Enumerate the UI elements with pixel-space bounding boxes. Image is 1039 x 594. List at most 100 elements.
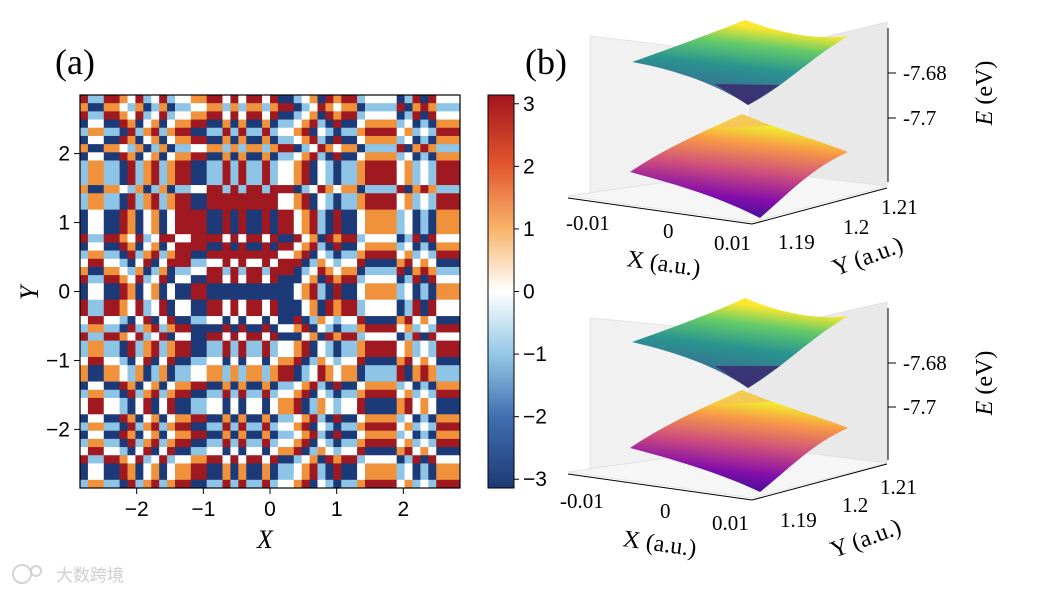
heatmap-cell <box>159 447 168 456</box>
heatmap-cell <box>412 185 421 194</box>
heatmap-cell <box>325 299 334 309</box>
heatmap-cell <box>111 430 120 440</box>
heatmap-cell <box>246 455 255 464</box>
heatmap-cell <box>198 135 208 145</box>
heatmap-cell <box>333 455 342 464</box>
heatmap-cell <box>151 266 160 276</box>
heatmap-cell <box>317 389 326 399</box>
heatmap-cell <box>159 422 168 432</box>
heatmap-cell <box>309 193 318 202</box>
heatmap-cell <box>254 291 263 301</box>
heatmap-cell <box>325 430 334 440</box>
y-tick-label: 1.2 <box>842 493 868 517</box>
heatmap-cell <box>111 193 120 202</box>
heatmap-cell <box>119 348 128 358</box>
heatmap-cell <box>254 168 263 178</box>
heatmap-cell <box>206 479 215 489</box>
heatmap-cell <box>175 397 184 407</box>
heatmap-cell <box>309 373 318 382</box>
heatmap-cell <box>349 144 358 153</box>
heatmap-cell <box>95 144 105 153</box>
heatmap-cell <box>357 291 366 301</box>
heatmap-cell <box>428 242 437 251</box>
heatmap-cell <box>444 217 453 227</box>
heatmap-cell <box>198 217 208 227</box>
heatmap-cell <box>254 95 263 104</box>
heatmap-cell <box>404 430 413 440</box>
heatmap-cell <box>111 95 120 104</box>
heatmap-cell <box>222 291 231 301</box>
heatmap-cell <box>111 422 120 432</box>
heatmap-cell <box>388 266 398 276</box>
heatmap-cell <box>238 250 247 260</box>
heatmap-cell <box>420 283 429 292</box>
heatmap-cell <box>372 266 382 276</box>
z-axis-label: E (eV) <box>972 351 998 417</box>
heatmap-cell <box>95 381 105 391</box>
x-tick-label: 0.01 <box>712 511 749 535</box>
heatmap-cell <box>301 119 310 129</box>
heatmap-cell <box>380 438 390 448</box>
heatmap-cell <box>111 438 120 448</box>
heatmap-cell <box>325 324 334 333</box>
heatmap-cell <box>309 479 318 489</box>
heatmap-cell <box>420 406 429 415</box>
heatmap-cell <box>206 168 215 178</box>
heatmap-cell <box>87 135 97 145</box>
heatmap-cell <box>396 381 405 391</box>
heatmap-cell <box>436 127 445 137</box>
heatmap-cell <box>135 479 144 489</box>
heatmap-cell <box>325 226 334 235</box>
heatmap-cell <box>198 119 208 129</box>
heatmap-cell <box>333 316 342 325</box>
heatmap-cell <box>175 185 184 194</box>
heatmap-cell <box>380 258 390 268</box>
heatmap-cell <box>317 463 326 473</box>
heatmap-cell <box>285 258 295 268</box>
heatmap-cell <box>151 340 160 350</box>
heatmap-cell <box>238 463 247 473</box>
heatmap-cell <box>103 185 113 194</box>
heatmap-cell <box>119 103 128 112</box>
heatmap-cell <box>333 266 342 276</box>
heatmap-cell <box>404 471 413 481</box>
heatmap-cell <box>270 357 279 366</box>
heatmap-cell <box>270 414 279 423</box>
heatmap-cell <box>349 160 358 170</box>
heatmap-cell <box>349 414 358 423</box>
heatmap-cell <box>190 111 200 120</box>
heatmap-cell <box>301 283 310 292</box>
heatmap-cell <box>428 406 437 415</box>
heatmap-cell <box>198 324 208 333</box>
heatmap-cell <box>444 471 453 481</box>
heatmap-cell <box>325 135 334 145</box>
heatmap-cell <box>151 357 160 366</box>
y-tick-label: −2 <box>46 418 70 441</box>
heatmap-cell <box>420 365 429 374</box>
heatmap-cell <box>127 299 136 309</box>
heatmap-cell <box>222 258 231 268</box>
heatmap-cell <box>277 365 287 374</box>
heatmap-cell <box>293 307 303 317</box>
heatmap-cell <box>198 332 208 342</box>
heatmap-cell <box>357 299 366 309</box>
heatmap-cell <box>135 471 144 481</box>
heatmap-cell <box>238 127 247 137</box>
heatmap-cell <box>293 447 303 456</box>
heatmap-cell <box>111 471 120 481</box>
heatmap-cell <box>95 340 105 350</box>
heatmap-cell <box>127 127 136 137</box>
heatmap-cell <box>412 95 421 104</box>
heatmap-cell <box>388 160 398 170</box>
heatmap-cell <box>325 217 334 227</box>
heatmap-cell <box>198 291 208 301</box>
heatmap-cell <box>293 127 303 137</box>
heatmap-cell <box>159 152 168 161</box>
heatmap-cell <box>341 111 350 120</box>
heatmap-cell <box>159 258 168 268</box>
heatmap-cell <box>80 266 89 276</box>
heatmap-cell <box>143 406 152 415</box>
heatmap-cell <box>254 438 263 448</box>
heatmap-cell <box>198 266 208 276</box>
heatmap-cell <box>301 291 310 301</box>
